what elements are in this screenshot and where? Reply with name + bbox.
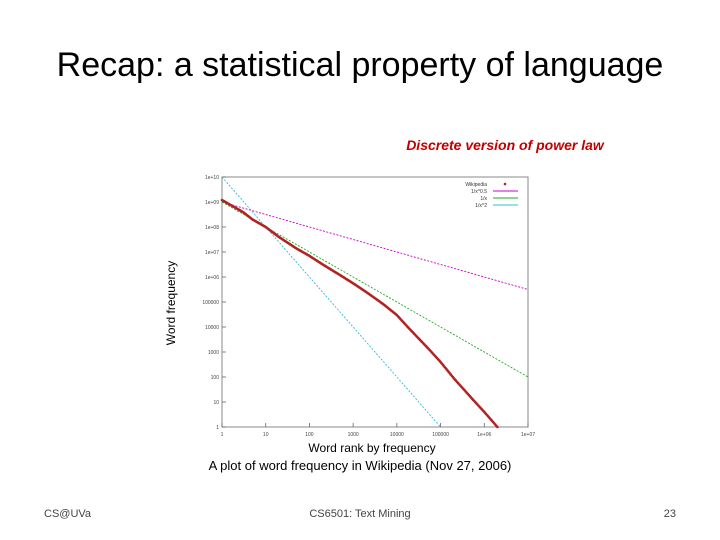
axis-ticks: 1 10 100 1000 10000 100000 1e+06 1e+07 1 10 100 100… (202, 175, 535, 438)
footer-institution: CS@UVa (44, 508, 92, 520)
legend-label: 1/x^0.5 (471, 189, 487, 195)
reference-line (221, 176, 441, 428)
y-tick-label: 10 (213, 400, 219, 406)
y-tick-label: 1000 (208, 350, 219, 356)
reference-line (221, 201, 529, 378)
y-tick-label: 1e+08 (205, 225, 219, 231)
x-tick-label: 10000 (390, 432, 404, 438)
x-tick-label: 10 (263, 432, 269, 438)
slide-title: Recap: a statistical property of languag… (56, 46, 664, 84)
legend-label: 1/x (480, 196, 487, 202)
x-tick-label: 100000 (432, 432, 449, 438)
x-axis-label: Word rank by frequency (308, 441, 436, 455)
y-tick-label: 100000 (202, 300, 219, 306)
chart-subtitle: Discrete version of power law (406, 137, 604, 153)
x-tick-label: 1e+06 (477, 432, 491, 438)
y-tick-label: 1e+06 (205, 275, 219, 281)
reference-lines (221, 176, 529, 428)
y-tick-label: 100 (211, 375, 220, 381)
figure-caption: A plot of word frequency in Wikipedia (N… (208, 458, 512, 473)
plot-frame (221, 176, 529, 428)
x-tick-label: 100 (305, 432, 314, 438)
y-tick-label: 10000 (205, 325, 219, 331)
y-tick-label: 1 (216, 425, 219, 431)
x-tick-label: 1000 (348, 432, 359, 438)
y-tick-label: 1e+07 (205, 250, 219, 256)
x-tick-label: 1 (221, 432, 224, 438)
page-number: 23 (663, 508, 676, 520)
x-tick-label: 1e+07 (521, 432, 535, 438)
data-points (220, 198, 499, 429)
legend-label: Wikipedia (465, 182, 487, 188)
y-tick-label: 1e+10 (205, 175, 219, 181)
legend-swatch (503, 182, 507, 186)
data-point (496, 425, 499, 429)
y-axis-label: Word frequency (164, 260, 178, 346)
legend-label: 1/x^2 (475, 203, 487, 209)
y-tick-label: 1e+09 (205, 200, 219, 206)
footer-course: CS6501: Text Mining (309, 508, 411, 520)
reference-line (221, 201, 529, 290)
